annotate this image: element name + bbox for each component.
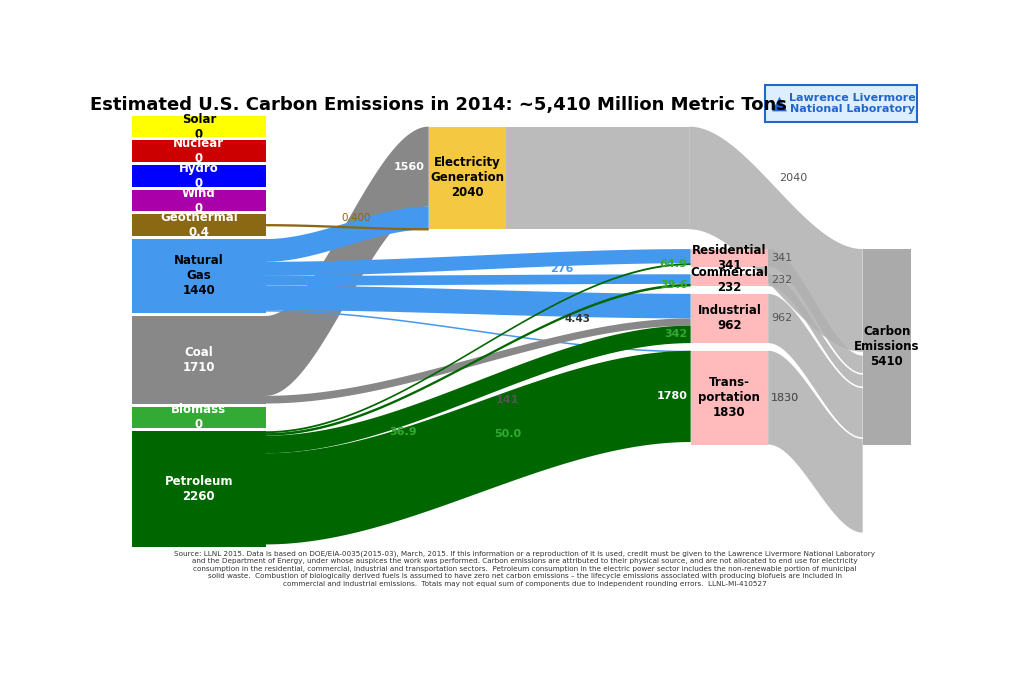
Text: Commercial
232: Commercial 232 [690,266,768,294]
Text: 444: 444 [401,213,425,223]
Text: Trans-
portation
1830: Trans- portation 1830 [698,376,761,419]
Text: 1830: 1830 [771,393,800,403]
Polygon shape [266,206,429,262]
Text: 276: 276 [550,264,573,274]
Text: 39.6: 39.6 [659,280,687,290]
Polygon shape [266,224,429,230]
Text: Geothermal
0.4: Geothermal 0.4 [160,211,238,239]
Bar [132,116,266,137]
Text: Electricity
Generation
2040: Electricity Generation 2040 [430,156,505,199]
Polygon shape [266,326,690,454]
Text: 341: 341 [771,253,793,263]
Bar [132,165,266,186]
Polygon shape [506,126,689,229]
Polygon shape [266,275,690,285]
Polygon shape [266,310,690,352]
Polygon shape [266,249,690,276]
Text: 64.9: 64.9 [659,259,687,269]
Text: Lawrence Livermore
National Laboratory: Lawrence Livermore National Laboratory [790,93,916,114]
Text: Solar
0: Solar 0 [181,113,216,141]
Text: 36.9: 36.9 [389,427,417,437]
Polygon shape [266,284,690,436]
Text: 342: 342 [665,329,687,339]
Bar [765,85,916,122]
Text: Residential
341: Residential 341 [692,244,767,272]
Bar [690,351,768,445]
Text: Nuclear
0: Nuclear 0 [173,137,224,165]
Polygon shape [266,285,690,318]
Bar [690,275,768,286]
Text: Estimated U.S. Carbon Emissions in 2014: ~5,410 Million Metric Tons: Estimated U.S. Carbon Emissions in 2014:… [89,96,786,114]
Bar [132,406,266,428]
Text: Natural
Gas
1440: Natural Gas 1440 [174,255,224,297]
Text: Source: LLNL 2015. Data is based on DOE/EIA-0035(2015-03), March, 2015. If this : Source: LLNL 2015. Data is based on DOE/… [174,550,876,587]
Polygon shape [768,249,862,373]
Polygon shape [768,351,862,533]
Polygon shape [689,126,862,352]
Polygon shape [768,275,862,387]
Polygon shape [266,318,690,404]
Bar [429,126,506,229]
Text: Petroleum
2260: Petroleum 2260 [165,475,233,503]
Text: 232: 232 [771,275,793,285]
Polygon shape [266,126,429,396]
Text: 50.0: 50.0 [495,430,521,439]
Bar [132,190,266,211]
Text: Industrial
962: Industrial 962 [697,305,761,333]
Text: 4.43: 4.43 [564,314,591,324]
Bar [862,249,910,445]
Text: Carbon
Emissions
5410: Carbon Emissions 5410 [854,325,920,368]
Bar [690,294,768,343]
Bar [132,239,266,313]
Text: 479: 479 [664,301,687,311]
Polygon shape [266,351,690,544]
Text: Biomass
0: Biomass 0 [171,404,226,432]
Text: ▲: ▲ [771,94,786,113]
Polygon shape [768,294,862,437]
Text: 962: 962 [771,313,793,324]
Text: Wind
0: Wind 0 [182,186,216,214]
Bar [690,249,768,266]
Bar [132,316,266,404]
Text: 141: 141 [496,395,519,404]
Text: Coal
1710: Coal 1710 [182,346,215,374]
Text: 188: 188 [550,276,573,285]
Bar [132,431,266,547]
Text: 1560: 1560 [394,162,425,171]
Text: 0.400: 0.400 [342,213,372,223]
Text: 1830: 1830 [771,393,800,403]
Text: 1780: 1780 [656,391,687,402]
Bar [132,141,266,162]
Bar [132,214,266,236]
Polygon shape [266,263,690,433]
Text: 2040: 2040 [779,173,807,183]
Text: Hydro
0: Hydro 0 [179,162,219,190]
